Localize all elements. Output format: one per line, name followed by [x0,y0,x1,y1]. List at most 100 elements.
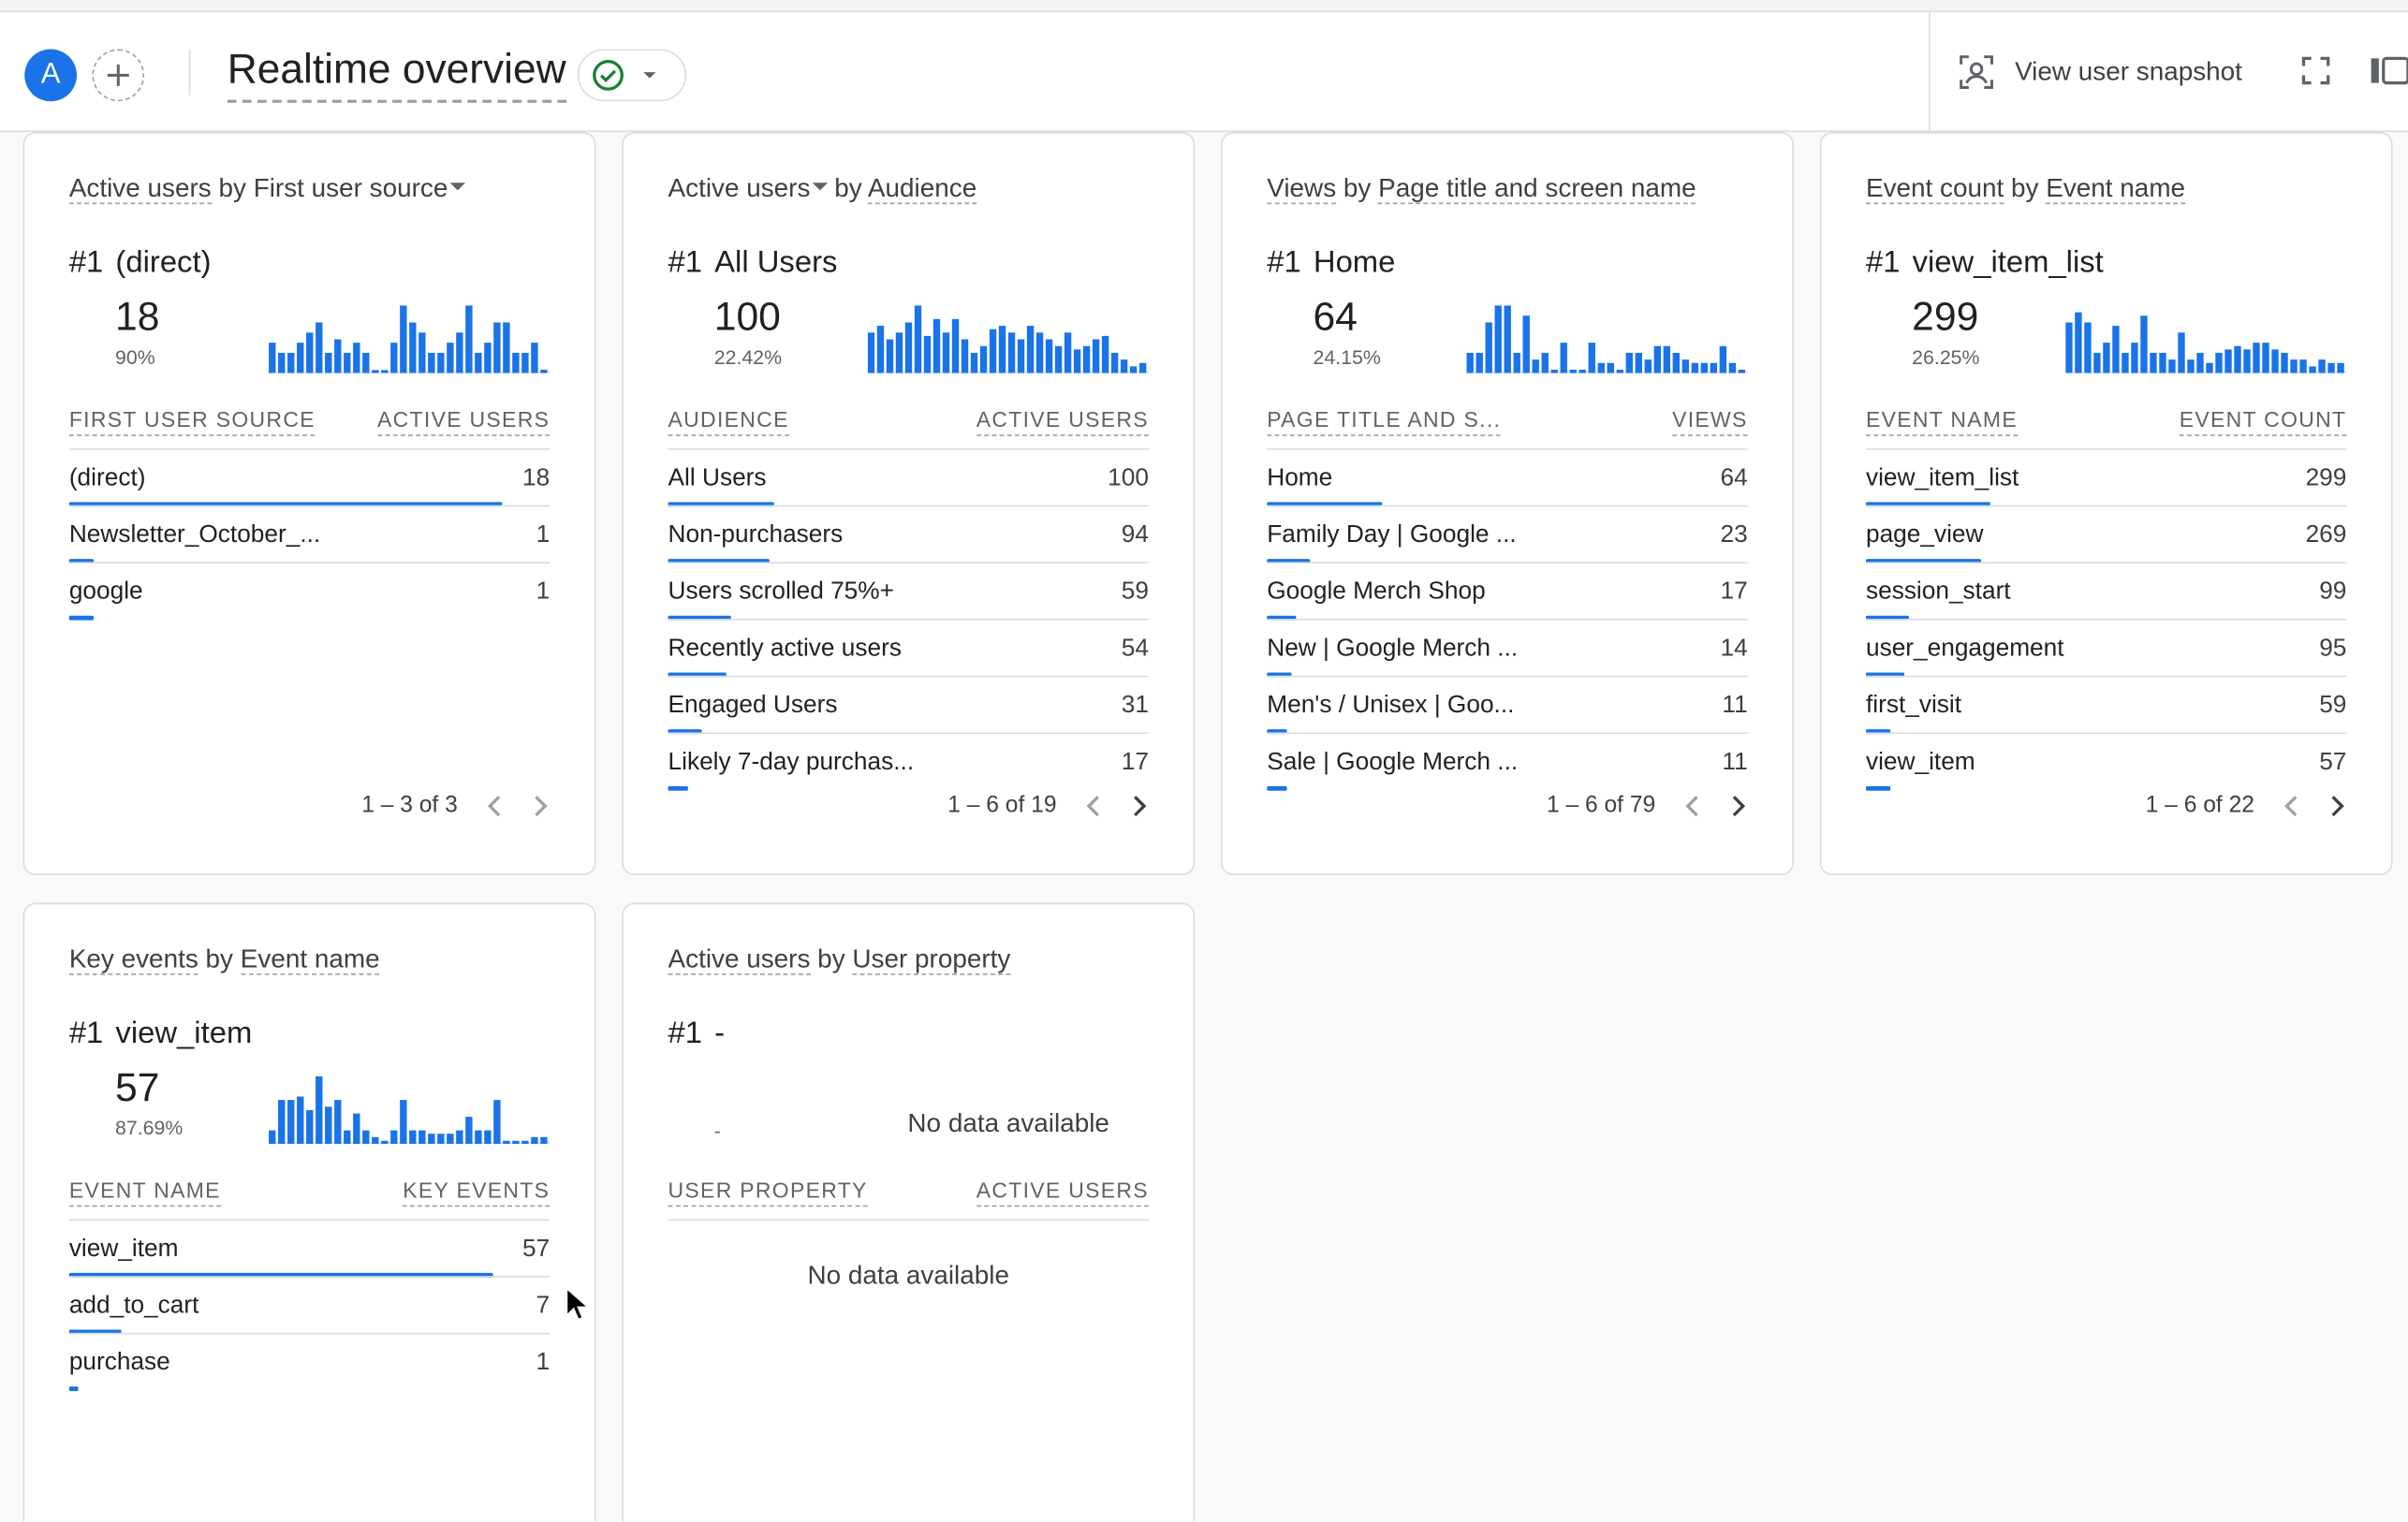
sparkline-bar [362,352,370,373]
view-user-snapshot-button[interactable]: View user snapshot [1957,49,2242,95]
sparkline-bar [1007,332,1016,373]
column-header-dimension[interactable]: USER PROPERTY [668,1178,868,1207]
column-header-dimension[interactable]: FIRST USER SOURCE [68,407,316,436]
fullscreen-icon[interactable] [2299,53,2333,87]
table-row[interactable]: Google Merch Shop 17 [1267,562,1748,621]
table-row[interactable]: Sale | Google Merch ... 11 [1267,732,1748,791]
table-row[interactable]: view_item 57 [68,1219,550,1278]
table-row[interactable]: google 1 [68,562,550,621]
dimension-selector[interactable]: Audience [867,173,977,205]
page-title[interactable]: Realtime overview [227,43,566,103]
sparkline-bar [2159,352,2166,373]
table-row[interactable]: (direct) 18 [68,447,551,507]
column-header-metric[interactable]: EVENT COUNT [2179,407,2347,436]
chevron-right-icon[interactable] [1130,795,1149,816]
table-row[interactable]: Newsletter_October_... 1 [68,505,550,563]
sparkline-bar [334,339,342,373]
dimension-selector[interactable]: First user source [253,173,448,203]
dimension-selector[interactable]: Event name [2046,173,2186,205]
sparkline-bar [2215,352,2223,373]
sparkline-bar [1054,345,1063,373]
chevron-left-icon[interactable] [1683,795,1702,816]
table-row[interactable]: Men's / Unisex | Goo... 11 [1267,675,1748,735]
card-key-events-by-event-name: Key events by Event name #1 view_item 57 … [22,902,596,1522]
column-header-metric[interactable]: KEY EVENTS [403,1178,551,1207]
row-value: 18 [522,465,551,491]
column-header-metric[interactable]: ACTIVE USERS [976,407,1149,436]
metric-dropdown-icon[interactable] [812,183,828,191]
chevron-right-icon[interactable] [1729,795,1748,816]
sparkline-bar [297,343,304,373]
row-share-bar [668,615,731,621]
sparkline-bar [418,1130,426,1145]
dimension-selector[interactable]: Event name [240,944,380,975]
sparkline-bar [1644,359,1652,373]
row-label: Users scrolled 75%+ [668,578,894,606]
row-share-bar [68,615,94,621]
sparkline-bar [1045,339,1053,373]
column-header-metric[interactable]: ACTIVE USERS [377,407,551,436]
table-row[interactable]: Non-purchasers 94 [668,505,1149,563]
sparkline-bar [2318,359,2326,373]
metric-selector[interactable]: Active users [668,944,811,975]
sparkline-bar [2112,326,2120,373]
row-label: purchase [68,1349,170,1376]
dimension-selector[interactable]: User property [852,944,1011,975]
metric-selector[interactable]: Views [1267,173,1337,205]
table-row[interactable]: New | Google Merch ... 14 [1267,619,1748,678]
table-row[interactable]: All Users 100 [668,447,1149,507]
comparison-avatar[interactable]: A [24,49,78,102]
column-header-dimension[interactable]: PAGE TITLE AND S... [1267,407,1502,436]
metric-selector[interactable]: Event count [1865,173,2004,205]
table-row[interactable]: Users scrolled 75%+ 59 [668,562,1149,621]
table-row[interactable]: session_start 99 [1865,562,2347,621]
table-row[interactable]: add_to_cart 7 [68,1276,550,1335]
chevron-right-icon[interactable] [532,795,551,816]
column-header-dimension[interactable]: AUDIENCE [668,407,789,436]
column-header-metric[interactable]: ACTIVE USERS [976,1178,1149,1207]
metric-selector[interactable]: Active users [668,173,811,203]
table-row[interactable]: user_engagement 95 [1865,619,2347,678]
sparkline-bar [484,1130,492,1145]
top-item-value: 18 [115,293,160,340]
table-row[interactable]: Family Day | Google ... 23 [1267,505,1748,563]
side-panel-icon[interactable] [2370,52,2408,89]
add-comparison-button[interactable] [92,49,145,102]
column-header-dimension[interactable]: EVENT NAME [68,1178,221,1207]
sparkline-chart [269,305,551,373]
chevron-left-icon[interactable] [485,795,504,816]
sparkline-bar [867,332,875,373]
sparkline-bar [1607,362,1614,373]
sparkline-bar [1700,362,1709,373]
sparkline-bar [409,322,417,373]
table-row[interactable]: Home 64 [1267,447,1748,507]
sparkline-bar [1672,352,1681,373]
row-share-bar [68,1272,493,1278]
table-row[interactable]: Recently active users 54 [668,619,1149,678]
data-status-chip[interactable] [577,49,687,102]
dimension-dropdown-icon[interactable] [448,183,465,191]
table-row[interactable]: view_item 57 [1865,732,2347,791]
chevron-left-icon[interactable] [2282,795,2300,816]
table-row[interactable]: Engaged Users 31 [668,675,1149,735]
sparkline-bar [1550,369,1558,373]
sparkline-bar [540,1136,548,1145]
chevron-left-icon[interactable] [1084,795,1103,816]
chevron-right-icon[interactable] [2328,795,2347,816]
sparkline-bar [325,352,332,373]
sparkline-bar [447,1134,454,1145]
metric-selector[interactable]: Key events [68,944,198,975]
sparkline-bar [278,352,286,373]
table-row[interactable]: page_view 269 [1865,505,2347,563]
table-row[interactable]: Likely 7-day purchas... 17 [668,732,1149,791]
sparkline-bar [1578,369,1586,373]
column-header-dimension[interactable]: EVENT NAME [1865,407,2018,436]
table-row[interactable]: first_visit 59 [1865,675,2347,735]
table-row[interactable]: purchase 1 [68,1332,550,1392]
dimension-selector[interactable]: Page title and screen name [1378,173,1696,205]
page-header: A Realtime overview View user snapshot [0,12,2408,133]
sparkline-bar [287,1100,295,1145]
table-row[interactable]: view_item_list 299 [1865,447,2347,507]
column-header-metric[interactable]: VIEWS [1672,407,1748,436]
metric-selector[interactable]: Active users [68,173,212,205]
